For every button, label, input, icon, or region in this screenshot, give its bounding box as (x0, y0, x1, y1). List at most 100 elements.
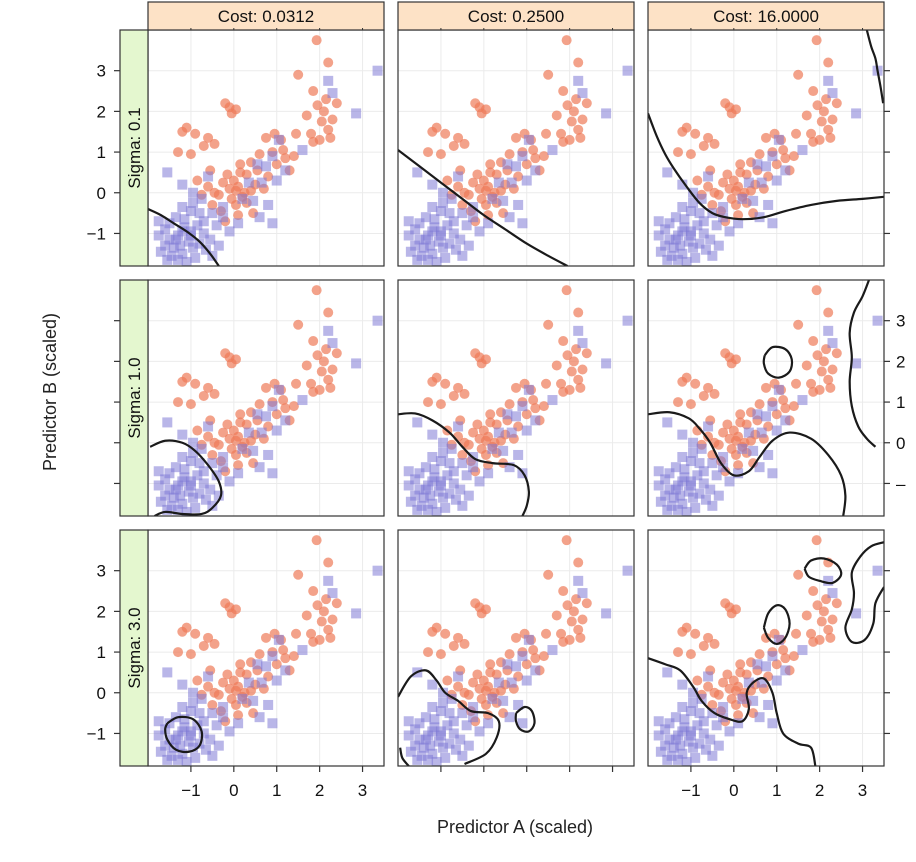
data-point-square (160, 740, 171, 751)
decision-boundary (398, 669, 501, 765)
data-point-square (673, 504, 684, 515)
data-point-square (700, 244, 711, 255)
data-point-square (323, 75, 334, 86)
data-point-square (511, 411, 521, 422)
data-point-circle (468, 677, 479, 688)
data-point-circle (293, 569, 304, 580)
data-point-circle (816, 616, 827, 627)
data-point-square (688, 697, 699, 708)
data-point-square (198, 716, 209, 727)
data-point-circle (173, 397, 184, 408)
y-axis-title: Predictor B (scaled) (40, 313, 60, 471)
data-point-circle (312, 100, 323, 111)
data-point-square (677, 702, 688, 712)
data-point-circle (323, 624, 334, 635)
data-point-circle (788, 151, 799, 162)
data-point-square (179, 464, 190, 475)
decision-boundary (648, 411, 847, 516)
data-point-square (506, 427, 517, 438)
data-point-square (504, 212, 515, 223)
data-point-square (823, 575, 834, 586)
data-point-circle (703, 181, 714, 192)
data-point-square (153, 716, 164, 727)
data-point-square (261, 661, 271, 672)
data-point-circle (818, 606, 829, 617)
data-point-square (427, 226, 438, 237)
decision-boundary (149, 439, 223, 516)
data-point-square (185, 206, 196, 217)
data-point-circle (235, 159, 246, 170)
data-point-square (173, 754, 184, 765)
data-point-circle (541, 128, 552, 139)
x-tick-label: 2 (315, 781, 324, 800)
strip-column-label: Cost: 0.0312 (218, 7, 314, 26)
data-point-square (752, 659, 763, 670)
data-point-square (179, 714, 190, 725)
data-point-circle (761, 382, 771, 393)
data-point-circle (311, 35, 322, 46)
data-point-square (425, 740, 436, 751)
data-point-square (724, 226, 735, 237)
data-point-square (713, 740, 724, 751)
data-point-square (694, 208, 705, 219)
data-point-square (162, 254, 173, 265)
data-point-circle (190, 628, 201, 639)
data-point-square (694, 488, 705, 499)
data-point-circle (235, 667, 246, 678)
data-point-square (677, 179, 688, 190)
data-point-square (668, 492, 679, 503)
data-point-square (410, 224, 421, 235)
data-point-square (194, 458, 205, 469)
data-point-circle (468, 427, 479, 438)
data-point-square (448, 728, 459, 739)
data-point-square (677, 226, 688, 237)
data-point-circle (323, 57, 334, 68)
data-point-circle (185, 149, 196, 160)
data-point-circle (528, 145, 539, 156)
data-point-circle (735, 667, 746, 678)
data-point-square (243, 677, 254, 688)
data-point-circle (311, 285, 322, 296)
data-point-square (521, 175, 532, 186)
data-point-square (237, 693, 248, 704)
data-point-square (412, 754, 423, 765)
data-point-square (254, 212, 265, 223)
data-point-square (164, 718, 175, 729)
data-point-circle (707, 199, 718, 210)
data-point-square (601, 358, 612, 369)
data-point-circle (306, 128, 317, 139)
data-point-square (192, 220, 203, 231)
data-point-square (438, 742, 449, 753)
data-point-square (196, 443, 207, 454)
data-point-circle (530, 403, 541, 414)
data-point-circle (558, 136, 569, 147)
data-point-circle (709, 687, 720, 698)
data-point-circle (791, 628, 802, 639)
data-point-square (493, 177, 504, 188)
data-point-square (457, 208, 468, 219)
panel-r1-c2 (647, 279, 885, 517)
data-point-square (170, 462, 181, 473)
data-point-circle (698, 390, 709, 401)
data-point-square (773, 634, 784, 645)
data-point-square (198, 466, 209, 477)
data-point-circle (562, 350, 573, 361)
data-point-square (410, 724, 421, 735)
data-point-square (823, 325, 834, 336)
data-point-square (213, 490, 224, 501)
data-point-square (670, 212, 681, 223)
data-point-square (427, 202, 438, 212)
data-point-square (405, 496, 416, 507)
data-point-square (662, 667, 673, 678)
data-point-circle (173, 147, 184, 158)
data-point-square (457, 708, 468, 719)
data-point-circle (440, 628, 451, 639)
data-point-circle (331, 348, 342, 359)
data-point-circle (222, 169, 233, 180)
data-point-square (872, 565, 883, 576)
data-point-square (683, 736, 694, 747)
data-point-square (457, 250, 468, 261)
x-tick-label: 3 (858, 781, 867, 800)
data-point-square (173, 254, 184, 265)
data-point-square (688, 242, 699, 253)
